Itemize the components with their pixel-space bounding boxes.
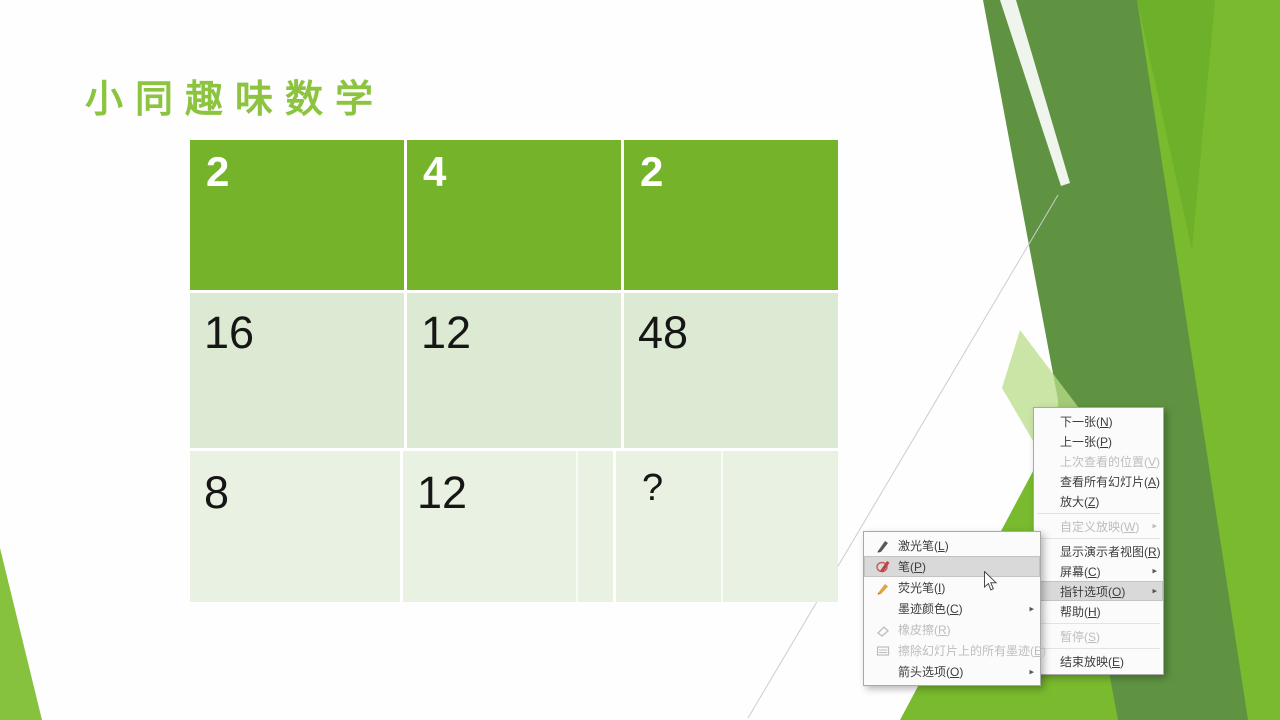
menu-item-label: 放大(Z) — [1060, 494, 1100, 509]
menu-item-C[interactable]: 墨迹颜色(C) ▸ — [864, 598, 1040, 619]
table-row: 8 12 ? — [190, 451, 838, 602]
erase-all-icon — [872, 643, 894, 659]
menu-separator — [1037, 513, 1160, 514]
slideshow-context-menu: 下一张(N) 上一张(P) 上次查看的位置(V) 查看所有幻灯片(A) 放大(Z) 自定义… — [1033, 407, 1164, 675]
menu-separator — [1037, 538, 1160, 539]
table-cell: 12 — [407, 293, 621, 448]
menu-separator — [1037, 623, 1160, 624]
puzzle-table: 2 4 2 16 12 48 8 12 ? — [190, 140, 838, 602]
menu-item-label: 上次查看的位置(V) — [1060, 454, 1161, 469]
menu-item-label: 下一张(N) — [1060, 414, 1113, 429]
menu-item-label: 屏幕(C) — [1060, 564, 1101, 579]
highlighter-icon — [872, 580, 894, 596]
white-sliver — [1000, 0, 1070, 186]
table-row: 16 12 48 — [190, 293, 838, 448]
table-subcell-divider — [576, 451, 578, 602]
laser-pen-icon — [872, 538, 894, 554]
submenu-arrow-icon: ▸ — [1029, 603, 1034, 613]
table-cell-question: ? — [616, 451, 838, 602]
menu-item-L[interactable]: 激光笔(L) — [864, 535, 1040, 556]
menu-item-H[interactable]: 帮助(H) — [1034, 601, 1163, 621]
menu-item-label: 笔(P) — [898, 560, 927, 574]
blank-icon — [872, 664, 894, 680]
menu-item-label: 激光笔(L) — [898, 539, 949, 553]
menu-item-label: 指针选项(O) — [1060, 584, 1126, 599]
menu-item-S[interactable]: 暂停(S) — [1034, 626, 1163, 646]
submenu-arrow-icon: ▸ — [1152, 585, 1157, 596]
menu-item-label: 显示演示者视图(R) — [1060, 544, 1161, 559]
eraser-icon — [872, 622, 894, 638]
menu-item-label: 帮助(H) — [1060, 604, 1101, 619]
pen-icon — [872, 559, 894, 575]
green-wedge-bottom-left — [0, 548, 42, 720]
submenu-arrow-icon: ▸ — [1029, 666, 1034, 676]
submenu-arrow-icon: ▸ — [1152, 520, 1157, 531]
menu-item-label: 自定义放映(W) — [1060, 519, 1140, 534]
menu-item-label: 擦除幻灯片上的所有墨迹(E) — [898, 644, 1047, 658]
thin-diagonal-line — [747, 194, 1059, 719]
menu-item-C[interactable]: 屏幕(C) ▸ — [1034, 561, 1163, 581]
menu-item-I[interactable]: 荧光笔(I) — [864, 577, 1040, 598]
pointer-options-submenu: 激光笔(L) 笔(P) 荧光笔(I) 墨迹颜色(C) ▸ 橡皮擦(R) 擦除幻灯片上的所有墨… — [863, 531, 1046, 686]
menu-item-label: 橡皮擦(R) — [898, 623, 951, 637]
menu-item-O[interactable]: 箭头选项(O) ▸ — [864, 661, 1040, 682]
menu-item-W[interactable]: 自定义放映(W) ▸ — [1034, 516, 1163, 536]
menu-item-N[interactable]: 下一张(N) — [1034, 411, 1163, 431]
menu-item-Z[interactable]: 放大(Z) — [1034, 491, 1163, 511]
table-cell: 8 — [190, 451, 400, 602]
submenu-arrow-icon: ▸ — [1152, 565, 1157, 576]
table-cell: 48 — [624, 293, 838, 448]
menu-item-R[interactable]: 显示演示者视图(R) — [1034, 541, 1163, 561]
menu-item-label: 箭头选项(O) — [898, 665, 964, 679]
menu-item-A[interactable]: 查看所有幻灯片(A) — [1034, 471, 1163, 491]
menu-item-R[interactable]: 橡皮擦(R) — [864, 619, 1040, 640]
table-header-row: 2 4 2 — [190, 140, 838, 290]
menu-item-label: 查看所有幻灯片(A) — [1060, 474, 1161, 489]
menu-item-label: 结束放映(E) — [1060, 654, 1125, 669]
blank-icon — [872, 601, 894, 617]
table-cell: 12 — [403, 451, 613, 602]
table-subcell-divider — [721, 451, 723, 602]
table-cell: 2 — [190, 140, 404, 290]
menu-separator — [1037, 648, 1160, 649]
menu-item-V[interactable]: 上次查看的位置(V) — [1034, 451, 1163, 471]
menu-item-label: 墨迹颜色(C) — [898, 602, 963, 616]
menu-item-label: 荧光笔(I) — [898, 581, 946, 595]
table-cell: 2 — [624, 140, 838, 290]
table-cell: 16 — [190, 293, 404, 448]
table-cell: 4 — [407, 140, 621, 290]
mouse-cursor-icon — [984, 571, 998, 591]
green-shard-top — [1137, 0, 1215, 250]
olive-wedge — [983, 0, 1248, 720]
menu-item-O[interactable]: 指针选项(O) ▸ — [1034, 581, 1163, 601]
menu-item-P[interactable]: 笔(P) — [864, 556, 1040, 577]
menu-item-E[interactable]: 擦除幻灯片上的所有墨迹(E) — [864, 640, 1046, 661]
menu-item-label: 上一张(P) — [1060, 434, 1113, 449]
menu-item-label: 暂停(S) — [1060, 629, 1101, 644]
menu-item-E[interactable]: 结束放映(E) — [1034, 651, 1163, 671]
slide-title: 小同趣味数学 — [85, 79, 386, 121]
menu-item-P[interactable]: 上一张(P) — [1034, 431, 1163, 451]
